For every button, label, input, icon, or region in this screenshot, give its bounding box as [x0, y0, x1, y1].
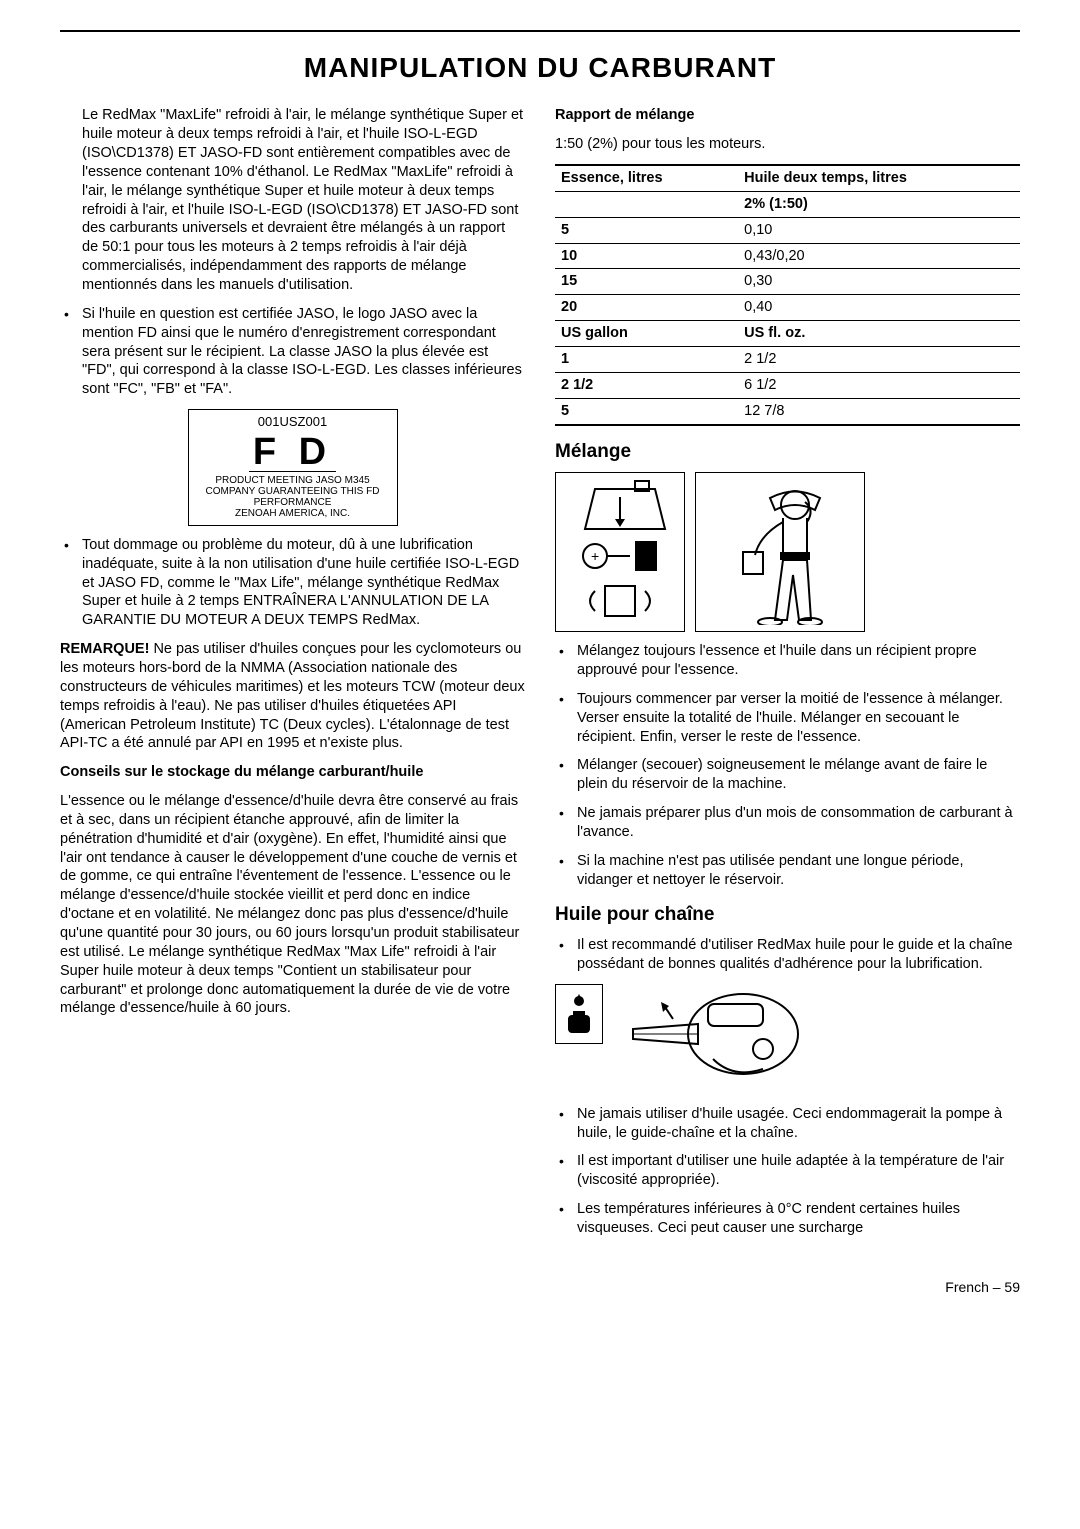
melange-bullets: Mélangez toujours l'essence et l'huile d…	[555, 642, 1020, 889]
cell: 0,10	[738, 217, 1020, 243]
warranty-bullet: Tout dommage ou problème du moteur, dû à…	[82, 536, 525, 630]
cell: 6 1/2	[738, 372, 1020, 398]
melange-heading: Mélange	[555, 440, 1020, 465]
remarque-paragraph: REMARQUE! Ne pas utiliser d'huiles conçu…	[60, 640, 525, 753]
table-row: 2% (1:50)	[555, 191, 1020, 217]
huile-bullets-1: Il est recommandé d'utiliser RedMax huil…	[555, 936, 1020, 974]
cell: 5	[555, 217, 738, 243]
th-usgal: US gallon	[555, 321, 738, 347]
logo-fd: F D	[249, 433, 336, 472]
logo-sub1: PRODUCT MEETING JASO M345	[195, 475, 391, 486]
table-row: 100,43/0,20	[555, 243, 1020, 269]
table-row: 12 1/2	[555, 346, 1020, 372]
cell: 12 7/8	[738, 398, 1020, 424]
content-columns: Le RedMax "MaxLife" refroidi à l'air, le…	[60, 106, 1020, 1247]
cell: 2 1/2	[738, 346, 1020, 372]
table-row: 2 1/26 1/2	[555, 372, 1020, 398]
table-row: 200,40	[555, 295, 1020, 321]
page-title: MANIPULATION DU CARBURANT	[60, 50, 1020, 86]
storage-subhead: Conseils sur le stockage du mélange carb…	[60, 763, 525, 782]
cell: 0,40	[738, 295, 1020, 321]
oil-drop-icon	[555, 984, 603, 1044]
table-row: 512 7/8	[555, 398, 1020, 424]
cell: 20	[555, 295, 738, 321]
person-figure-icon	[705, 480, 855, 625]
th-usfloz: US fl. oz.	[738, 321, 1020, 347]
jaso-cert-bullet: Si l'huile en question est certifiée JAS…	[82, 305, 525, 399]
cell-empty	[555, 191, 738, 217]
svg-text:+: +	[591, 548, 599, 564]
right-column: Rapport de mélange 1:50 (2%) pour tous l…	[555, 106, 1020, 1247]
chainsaw-icon	[613, 984, 813, 1095]
th-pct: 2% (1:50)	[738, 191, 1020, 217]
melange-illustrations: +	[555, 472, 1020, 632]
rapport-text: 1:50 (2%) pour tous les moteurs.	[555, 135, 1020, 154]
mix-table: Essence, litres Huile deux temps, litres…	[555, 164, 1020, 425]
table-row: Essence, litres Huile deux temps, litres	[555, 165, 1020, 191]
th-essence: Essence, litres	[555, 165, 738, 191]
logo-sub2: COMPANY GUARANTEEING THIS FD PERFORMANCE	[195, 486, 391, 508]
jaso-logo-box: 001USZ001 F D PRODUCT MEETING JASO M345 …	[188, 409, 398, 526]
huile-bullet-1: Il est recommandé d'utiliser RedMax huil…	[577, 936, 1020, 974]
cell: 0,43/0,20	[738, 243, 1020, 269]
cell: 15	[555, 269, 738, 295]
table-row: US gallonUS fl. oz.	[555, 321, 1020, 347]
table-row: 50,10	[555, 217, 1020, 243]
huile-bullet-3: Il est important d'utiliser une huile ad…	[577, 1152, 1020, 1190]
cell: 1	[555, 346, 738, 372]
huile-heading: Huile pour chaîne	[555, 903, 1020, 928]
left-bullets-2: Tout dommage ou problème du moteur, dû à…	[60, 536, 525, 630]
huile-bullet-4: Les températures inférieures à 0°C rende…	[577, 1200, 1020, 1238]
person-mixing-icon	[695, 472, 865, 632]
left-bullets-1: Si l'huile en question est certifiée JAS…	[60, 305, 525, 399]
mel-bullet-5: Si la machine n'est pas utilisée pendant…	[577, 852, 1020, 890]
logo-sub3: ZENOAH AMERICA, INC.	[195, 508, 391, 519]
mel-bullet-3: Mélanger (secouer) soigneusement le méla…	[577, 756, 1020, 794]
cell: 5	[555, 398, 738, 424]
remarque-label: REMARQUE!	[60, 641, 149, 657]
page-footer: French – 59	[60, 1278, 1020, 1296]
cell: 0,30	[738, 269, 1020, 295]
pump-arrow-icon: +	[565, 536, 675, 575]
top-rule	[60, 30, 1020, 32]
mel-bullet-4: Ne jamais préparer plus d'un mois de con…	[577, 804, 1020, 842]
mel-bullet-2: Toujours commencer par verser la moitié …	[577, 690, 1020, 747]
table-row: 150,30	[555, 269, 1020, 295]
cell: 10	[555, 243, 738, 269]
left-column: Le RedMax "MaxLife" refroidi à l'air, le…	[60, 106, 525, 1247]
huile-bullet-2: Ne jamais utiliser d'huile usagée. Ceci …	[577, 1105, 1020, 1143]
intro-paragraph: Le RedMax "MaxLife" refroidi à l'air, le…	[60, 106, 525, 294]
shake-icon	[565, 576, 675, 625]
rapport-subhead: Rapport de mélange	[555, 106, 1020, 125]
th-huile: Huile deux temps, litres	[738, 165, 1020, 191]
logo-code: 001USZ001	[195, 414, 391, 431]
mel-bullet-1: Mélangez toujours l'essence et l'huile d…	[577, 642, 1020, 680]
remarque-text: Ne pas utiliser d'huiles conçues pour le…	[60, 641, 525, 751]
fuel-can-icon	[565, 479, 675, 536]
huile-bullets-2: Ne jamais utiliser d'huile usagée. Ceci …	[555, 1105, 1020, 1238]
cell: 2 1/2	[555, 372, 738, 398]
chainsaw-illustration-row	[555, 984, 1020, 1095]
storage-paragraph: L'essence ou le mélange d'essence/d'huil…	[60, 792, 525, 1018]
mix-icon-panel: +	[555, 472, 685, 632]
